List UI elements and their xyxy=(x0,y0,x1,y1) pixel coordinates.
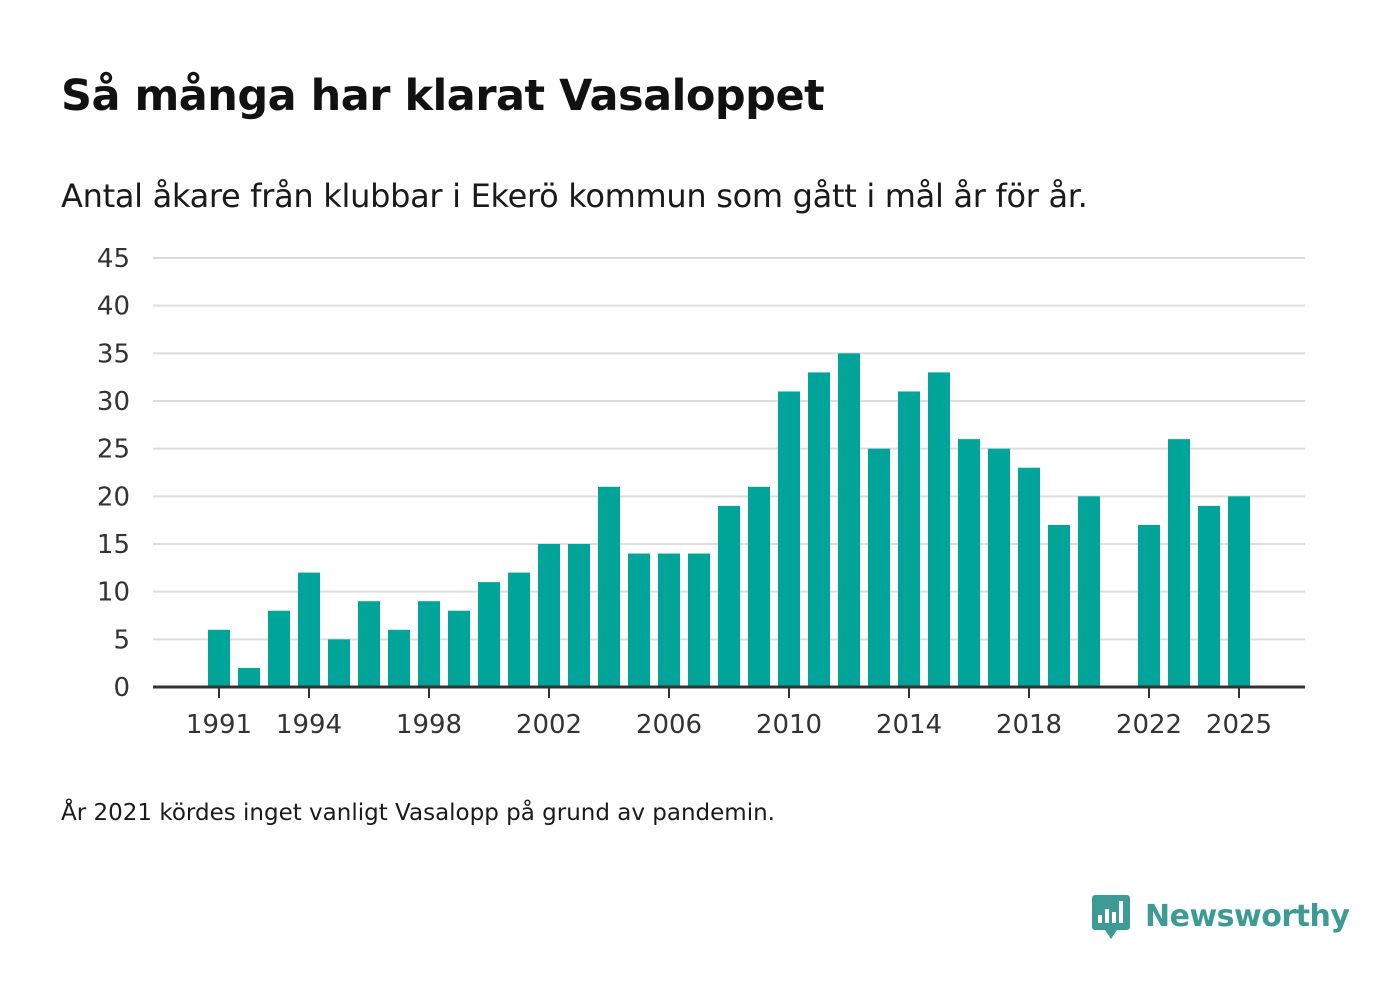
bar-2005 xyxy=(628,553,650,687)
x-axis-ticks: 1991 1994 1998 2002 2006 2010 2014 2018 2022 2025 xyxy=(186,687,1272,740)
bar-2014 xyxy=(898,391,920,687)
bar-2023 xyxy=(1168,439,1190,687)
bar-1996 xyxy=(358,601,380,687)
bar-1993 xyxy=(268,610,290,687)
y-tick-label-10: 10 xyxy=(97,578,130,608)
y-tick-label-0: 0 xyxy=(113,673,130,703)
bar-2008 xyxy=(718,505,740,687)
bar-2018 xyxy=(1018,467,1040,687)
y-axis-ticks: 0 5 10 15 20 25 30 35 40 45 xyxy=(97,244,130,703)
bar-2011 xyxy=(808,372,830,687)
bar-2001 xyxy=(508,572,530,687)
bar-1994 xyxy=(298,572,320,687)
bar-2019 xyxy=(1048,524,1070,687)
bar-2024 xyxy=(1198,505,1220,687)
bars xyxy=(208,353,1250,687)
bar-2004 xyxy=(598,486,620,687)
bar-2015 xyxy=(928,372,950,687)
bar-2012 xyxy=(838,353,860,687)
bar-2000 xyxy=(478,582,500,687)
bar-2003 xyxy=(568,544,590,687)
y-tick-label-5: 5 xyxy=(113,625,130,655)
bar-1992 xyxy=(238,667,260,687)
bar-1995 xyxy=(328,639,350,687)
bar-2006 xyxy=(658,553,680,687)
newsworthy-brand: Newsworthy xyxy=(1091,892,1350,942)
x-tick-label-1998: 1998 xyxy=(396,710,462,740)
bar-2022 xyxy=(1138,524,1160,687)
bar-2009 xyxy=(748,486,770,687)
footnote: År 2021 kördes inget vanligt Vasalopp på… xyxy=(61,800,775,826)
x-tick-label-2022: 2022 xyxy=(1116,710,1182,740)
y-tick-label-15: 15 xyxy=(97,530,130,560)
x-tick-label-2014: 2014 xyxy=(876,710,942,740)
brand-name: Newsworthy xyxy=(1145,899,1350,934)
bar-1998 xyxy=(418,601,440,687)
x-tick-label-1994: 1994 xyxy=(276,710,342,740)
x-tick-label-2002: 2002 xyxy=(516,710,582,740)
x-tick-label-2006: 2006 xyxy=(636,710,702,740)
bar-2007 xyxy=(688,553,710,687)
x-tick-label-2025: 2025 xyxy=(1206,710,1272,740)
bar-2013 xyxy=(868,448,890,687)
newsworthy-logo-icon xyxy=(1092,895,1130,939)
bar-2025 xyxy=(1228,496,1250,687)
y-tick-label-25: 25 xyxy=(97,435,130,465)
bar-1991 xyxy=(208,629,230,687)
chart-title: Så många har klarat Vasaloppet xyxy=(61,71,825,121)
x-tick-label-2010: 2010 xyxy=(756,710,822,740)
x-tick-label-2018: 2018 xyxy=(996,710,1062,740)
x-tick-label-1991: 1991 xyxy=(186,710,252,740)
y-tick-label-30: 30 xyxy=(97,387,130,417)
bar-1999 xyxy=(448,610,470,687)
bar-1997 xyxy=(388,629,410,687)
bar-2016 xyxy=(958,439,980,687)
y-tick-label-20: 20 xyxy=(97,482,130,512)
y-tick-label-40: 40 xyxy=(97,292,130,322)
bar-2020 xyxy=(1078,496,1100,687)
bar-2017 xyxy=(988,448,1010,687)
y-tick-label-35: 35 xyxy=(97,339,130,369)
chart-subtitle: Antal åkare från klubbar i Ekerö kommun … xyxy=(61,177,1088,215)
bar-2010 xyxy=(778,391,800,687)
y-tick-label-45: 45 xyxy=(97,244,130,274)
bar-2002 xyxy=(538,544,560,687)
